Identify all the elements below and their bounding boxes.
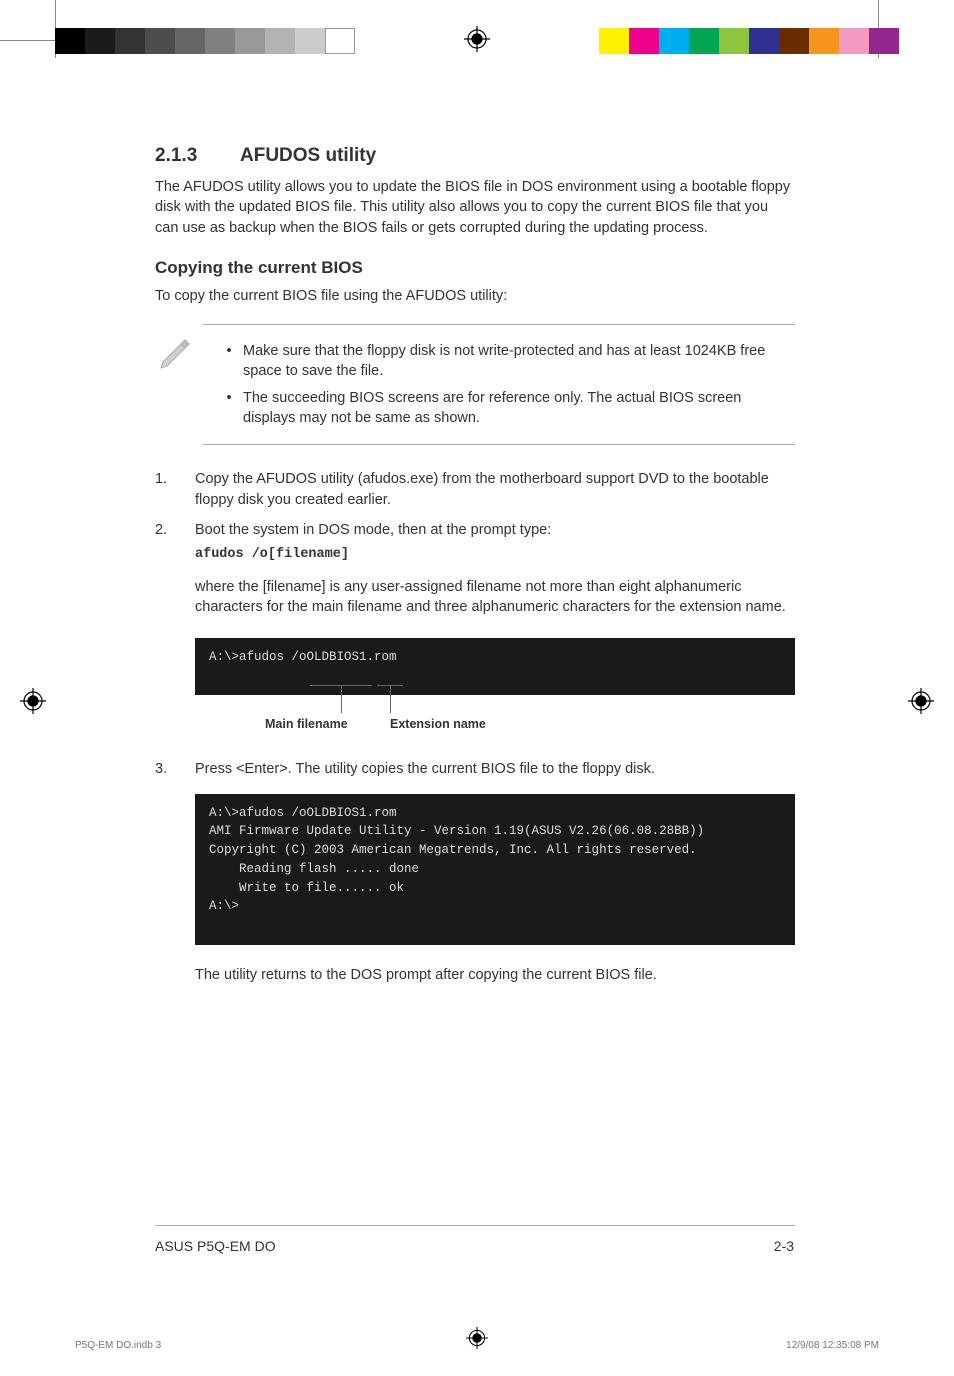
command-text: afudos /o[filename] (195, 546, 795, 565)
terminal-output: A:\>afudos /oOLDBIOS1.rom AMI Firmware U… (195, 794, 795, 945)
annotation-label: Extension name (390, 717, 486, 731)
closing-text: The utility returns to the DOS prompt af… (195, 965, 795, 985)
registration-mark-left (20, 688, 46, 719)
footer-page-number: 2-3 (774, 1238, 794, 1254)
gray-swatch (235, 28, 265, 54)
gray-swatch (325, 28, 355, 54)
color-swatch (629, 28, 659, 54)
terminal-line: A:\>afudos /oOLDBIOS1.rom (209, 650, 397, 664)
note-block: • Make sure that the floppy disk is not … (155, 324, 795, 445)
gray-swatch (265, 28, 295, 54)
note-text: The succeeding BIOS screens are for refe… (243, 388, 795, 429)
color-swatches (599, 28, 899, 54)
footer-rule (155, 1225, 795, 1226)
subsection-intro: To copy the current BIOS file using the … (155, 286, 795, 306)
section-title: AFUDOS utility (240, 145, 376, 166)
gray-swatch (145, 28, 175, 54)
step-number: 2. (155, 520, 195, 565)
page-content: 2.1.3AFUDOS utility The AFUDOS utility a… (155, 145, 795, 1005)
section-number: 2.1.3 (155, 145, 240, 167)
gray-swatch (175, 28, 205, 54)
annotation-label: Main filename (265, 717, 348, 731)
footer-product: ASUS P5Q-EM DO (155, 1238, 276, 1254)
printer-color-bars (0, 28, 954, 54)
color-swatch (599, 28, 629, 54)
step-number: 1. (155, 469, 195, 510)
pencil-note-icon (155, 332, 203, 379)
step-item: 3. Press <Enter>. The utility copies the… (155, 759, 795, 779)
color-swatch (809, 28, 839, 54)
gray-swatch (295, 28, 325, 54)
step-text: Boot the system in DOS mode, then at the… (195, 520, 795, 540)
step-item: 2. Boot the system in DOS mode, then at … (155, 520, 795, 565)
gray-swatch (55, 28, 85, 54)
step-explain: where the [filename] is any user-assigne… (195, 577, 795, 618)
section-intro: The AFUDOS utility allows you to update … (155, 177, 795, 238)
registration-mark-top (464, 26, 490, 57)
step-text: Copy the AFUDOS utility (afudos.exe) fro… (195, 469, 795, 510)
step-number: 3. (155, 759, 195, 779)
color-swatch (779, 28, 809, 54)
color-swatch (749, 28, 779, 54)
terminal-output: A:\>afudos /oOLDBIOS1.rom (195, 638, 795, 696)
note-item: • Make sure that the floppy disk is not … (215, 341, 795, 382)
color-swatch (839, 28, 869, 54)
gray-swatch (85, 28, 115, 54)
grayscale-swatches (55, 28, 355, 54)
color-swatch (869, 28, 899, 54)
color-swatch (689, 28, 719, 54)
print-footer-timestamp: 12/9/08 12:35:08 PM (786, 1340, 879, 1351)
step-text: Press <Enter>. The utility copies the cu… (195, 759, 795, 779)
color-swatch (719, 28, 749, 54)
note-text: Make sure that the floppy disk is not wr… (243, 341, 795, 382)
bullet-icon: • (215, 388, 243, 429)
section-heading: 2.1.3AFUDOS utility (155, 145, 795, 167)
registration-mark-right (908, 688, 934, 719)
print-footer-file: P5Q-EM DO.indb 3 (75, 1340, 161, 1351)
color-swatch (659, 28, 689, 54)
gray-swatch (115, 28, 145, 54)
note-item: • The succeeding BIOS screens are for re… (215, 388, 795, 429)
subsection-heading: Copying the current BIOS (155, 258, 795, 278)
bullet-icon: • (215, 341, 243, 382)
step-item: 1. Copy the AFUDOS utility (afudos.exe) … (155, 469, 795, 510)
terminal-annotation: Main filename Extension name (195, 701, 795, 743)
registration-mark-bottom (466, 1327, 488, 1354)
gray-swatch (205, 28, 235, 54)
